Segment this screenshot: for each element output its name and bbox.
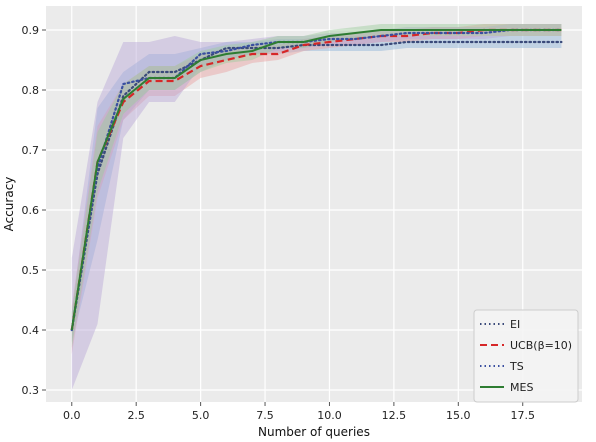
x-tick-label: 12.5 bbox=[382, 409, 407, 422]
confidence-bands bbox=[71, 24, 562, 390]
y-axis-label: Accuracy bbox=[2, 177, 16, 232]
y-tick-label: 0.7 bbox=[22, 144, 40, 157]
y-axis-ticks: 0.3 0.4 0.5 0.6 0.7 0.8 0.9 bbox=[22, 24, 46, 397]
y-tick-label: 0.6 bbox=[22, 204, 40, 217]
x-axis-ticks: 0.0 2.5 5.0 7.5 10.0 12.5 15.0 17.5 bbox=[63, 402, 535, 422]
x-tick-label: 0.0 bbox=[63, 409, 81, 422]
legend-label: MES bbox=[510, 381, 533, 394]
series-line bbox=[70, 29, 562, 331]
y-tick-label: 0.3 bbox=[22, 384, 40, 397]
series-line bbox=[70, 40, 563, 332]
legend: EI UCB(β=10) TS MES bbox=[473, 309, 579, 403]
y-tick-label: 0.4 bbox=[22, 324, 40, 337]
x-tick-label: 10.0 bbox=[317, 409, 342, 422]
legend-label: UCB(β=10) bbox=[510, 339, 572, 352]
x-axis-label: Number of queries bbox=[258, 425, 370, 439]
legend-frame bbox=[473, 309, 579, 403]
y-tick-label: 0.9 bbox=[22, 24, 40, 37]
y-tick-label: 0.5 bbox=[22, 264, 40, 277]
x-tick-label: 5.0 bbox=[192, 409, 210, 422]
series-lines bbox=[70, 28, 563, 332]
legend-label: TS bbox=[509, 360, 524, 373]
x-tick-label: 17.5 bbox=[510, 409, 535, 422]
x-tick-label: 15.0 bbox=[446, 409, 471, 422]
confidence-band bbox=[71, 24, 562, 390]
legend-label: EI bbox=[510, 318, 520, 331]
x-tick-label: 2.5 bbox=[127, 409, 145, 422]
y-tick-label: 0.8 bbox=[22, 84, 40, 97]
x-tick-label: 7.5 bbox=[256, 409, 274, 422]
